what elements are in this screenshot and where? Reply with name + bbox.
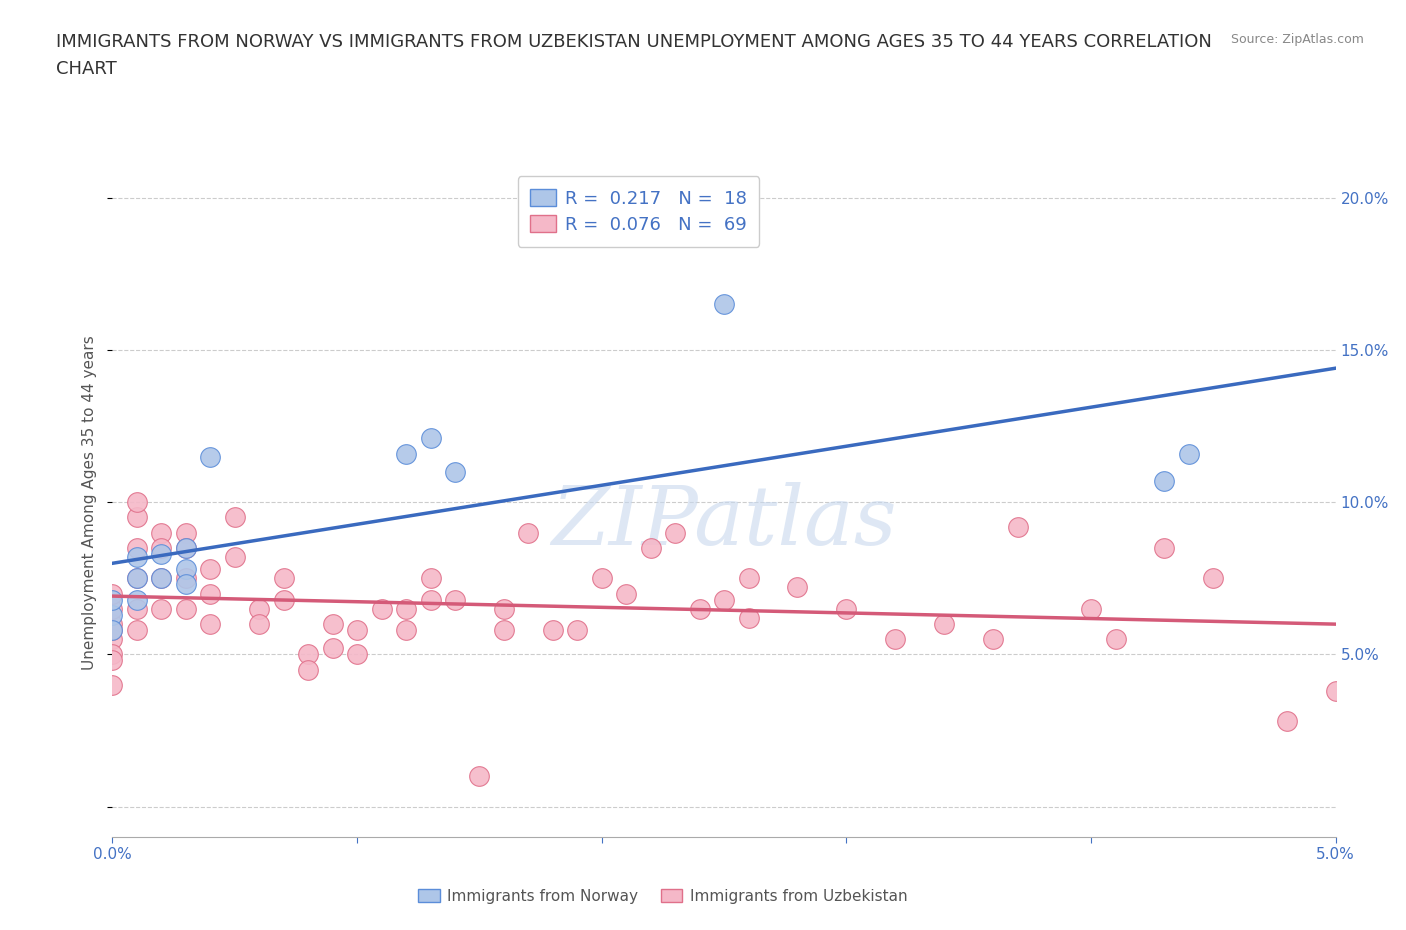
Text: CHART: CHART [56, 60, 117, 78]
Point [101, 586, 124, 601]
Point [884, 631, 907, 646]
Point [200, 617, 222, 631]
Point [200, 562, 222, 577]
Point [689, 602, 711, 617]
Point [1153, 473, 1175, 488]
Point [224, 550, 246, 565]
Point [101, 647, 124, 662]
Point [224, 510, 246, 525]
Point [125, 592, 148, 607]
Point [174, 525, 197, 540]
Point [346, 622, 368, 637]
Point [125, 540, 148, 555]
Point [297, 662, 319, 677]
Point [346, 647, 368, 662]
Point [273, 592, 295, 607]
Point [101, 607, 124, 622]
Point [981, 631, 1004, 646]
Legend: Immigrants from Norway, Immigrants from Uzbekistan: Immigrants from Norway, Immigrants from … [412, 883, 914, 910]
Point [273, 571, 295, 586]
Text: ZIPatlas: ZIPatlas [551, 483, 897, 563]
Point [125, 510, 148, 525]
Point [713, 592, 735, 607]
Point [101, 622, 124, 637]
Point [101, 677, 124, 692]
Point [174, 571, 197, 586]
Point [419, 431, 441, 445]
Point [835, 602, 858, 617]
Point [150, 571, 173, 586]
Point [200, 586, 222, 601]
Point [125, 602, 148, 617]
Point [247, 602, 270, 617]
Point [1202, 571, 1225, 586]
Point [1178, 446, 1201, 461]
Point [1080, 602, 1102, 617]
Point [101, 622, 124, 637]
Point [101, 631, 124, 646]
Text: IMMIGRANTS FROM NORWAY VS IMMIGRANTS FROM UZBEKISTAN UNEMPLOYMENT AMONG AGES 35 : IMMIGRANTS FROM NORWAY VS IMMIGRANTS FRO… [56, 33, 1212, 50]
Point [1153, 540, 1175, 555]
Point [370, 602, 392, 617]
Point [934, 617, 956, 631]
Point [640, 540, 662, 555]
Point [125, 495, 148, 510]
Point [247, 617, 270, 631]
Point [322, 617, 344, 631]
Point [468, 769, 491, 784]
Point [395, 446, 418, 461]
Point [101, 617, 124, 631]
Point [664, 525, 686, 540]
Point [737, 571, 759, 586]
Point [174, 540, 197, 555]
Point [174, 602, 197, 617]
Point [322, 641, 344, 656]
Point [174, 540, 197, 555]
Point [150, 602, 173, 617]
Point [492, 622, 515, 637]
Point [125, 622, 148, 637]
Point [567, 622, 589, 637]
Point [1275, 714, 1298, 729]
Point [150, 547, 173, 562]
Point [614, 586, 637, 601]
Point [419, 592, 441, 607]
Point [737, 610, 759, 625]
Point [125, 571, 148, 586]
Point [444, 592, 467, 607]
Point [174, 562, 197, 577]
Point [492, 602, 515, 617]
Point [150, 525, 173, 540]
Point [297, 647, 319, 662]
Point [591, 571, 613, 586]
Text: Source: ZipAtlas.com: Source: ZipAtlas.com [1230, 33, 1364, 46]
Point [419, 571, 441, 586]
Point [713, 297, 735, 312]
Point [1104, 631, 1126, 646]
Point [200, 449, 222, 464]
Point [150, 571, 173, 586]
Point [1007, 519, 1029, 534]
Point [444, 464, 467, 479]
Point [174, 577, 197, 591]
Point [1324, 684, 1347, 698]
Point [517, 525, 540, 540]
Point [150, 540, 173, 555]
Y-axis label: Unemployment Among Ages 35 to 44 years: Unemployment Among Ages 35 to 44 years [82, 335, 97, 670]
Point [101, 602, 124, 617]
Point [101, 592, 124, 607]
Point [101, 653, 124, 668]
Point [786, 580, 808, 595]
Point [541, 622, 564, 637]
Point [125, 571, 148, 586]
Point [395, 622, 418, 637]
Point [125, 550, 148, 565]
Point [395, 602, 418, 617]
